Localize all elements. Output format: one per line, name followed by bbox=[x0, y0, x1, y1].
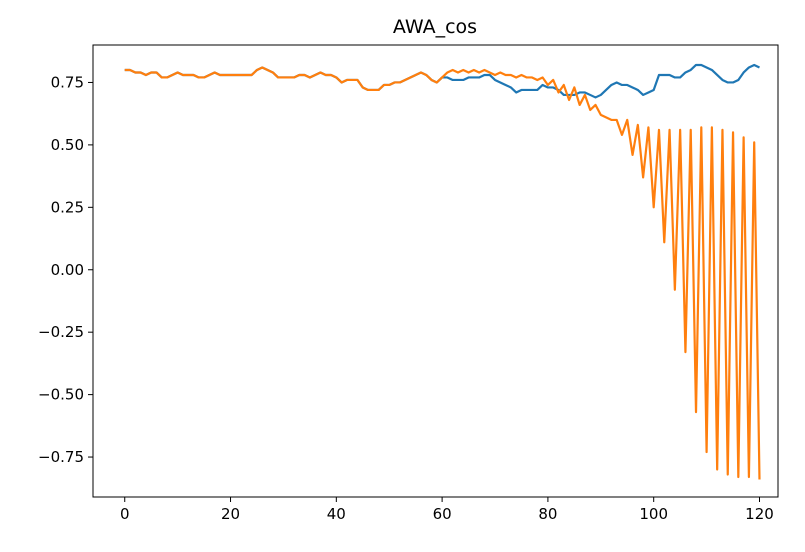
x-tick-label: 100 bbox=[639, 505, 668, 523]
chart-title: AWA_cos bbox=[393, 16, 477, 38]
y-tick-label: 0.00 bbox=[51, 261, 84, 279]
x-tick-label: 20 bbox=[221, 505, 240, 523]
series-line bbox=[124, 63, 760, 99]
y-tick-label: 0.50 bbox=[51, 136, 84, 154]
plot-frame bbox=[92, 44, 779, 498]
y-tick-label: −0.50 bbox=[38, 386, 84, 404]
y-tick-label: −0.25 bbox=[38, 323, 84, 341]
y-tick-label: 0.75 bbox=[51, 73, 84, 91]
x-tick-label: 0 bbox=[120, 505, 130, 523]
x-tick-label: 60 bbox=[433, 505, 452, 523]
x-tick-label: 40 bbox=[327, 505, 346, 523]
y-tick-label: 0.25 bbox=[51, 198, 84, 216]
x-tick-label: 120 bbox=[745, 505, 774, 523]
series-line bbox=[124, 66, 761, 480]
y-tick-label: −0.75 bbox=[38, 448, 84, 466]
x-tick-label: 80 bbox=[538, 505, 557, 523]
